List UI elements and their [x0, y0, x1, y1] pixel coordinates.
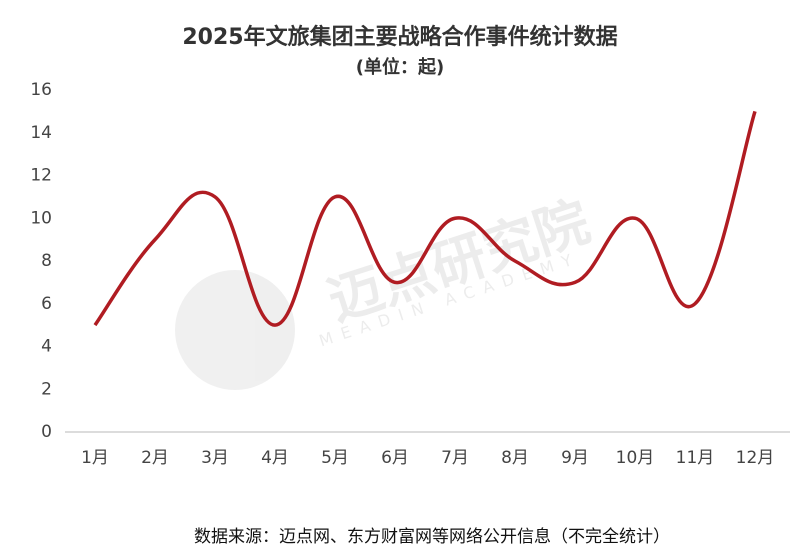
x-tick-label: 2月: [141, 448, 169, 468]
y-tick-label: 14: [30, 123, 52, 143]
x-tick-label: 7月: [441, 448, 469, 468]
x-tick-label: 5月: [321, 448, 349, 468]
x-tick-label: 1月: [81, 448, 109, 468]
y-tick-label: 4: [41, 337, 52, 357]
y-tick-label: 16: [30, 80, 52, 100]
x-tick-label: 4月: [261, 448, 289, 468]
y-tick-label: 2: [41, 379, 52, 399]
x-tick-label: 11月: [676, 448, 715, 468]
x-tick-label: 3月: [201, 448, 229, 468]
x-tick-label: 9月: [561, 448, 589, 468]
y-tick-label: 12: [30, 166, 52, 186]
watermark: 迈点研究院 MEADIN ACADEMY: [175, 190, 597, 390]
x-tick-label: 6月: [381, 448, 409, 468]
x-tick-label: 10月: [616, 448, 655, 468]
y-tick-label: 8: [41, 251, 52, 271]
chart-title: 2025年文旅集团主要战略合作事件统计数据: [182, 24, 617, 50]
x-tick-label: 12月: [736, 448, 775, 468]
y-tick-label: 6: [41, 294, 52, 314]
x-tick-label: 8月: [501, 448, 529, 468]
y-tick-label: 0: [41, 422, 52, 442]
source-note: 数据来源：迈点网、东方财富网等网络公开信息（不完全统计）: [194, 527, 670, 547]
y-tick-label: 10: [30, 208, 52, 228]
line-series: [93, 110, 757, 327]
chart-subtitle: (单位：起): [356, 56, 444, 78]
watermark-logo: [175, 270, 295, 390]
